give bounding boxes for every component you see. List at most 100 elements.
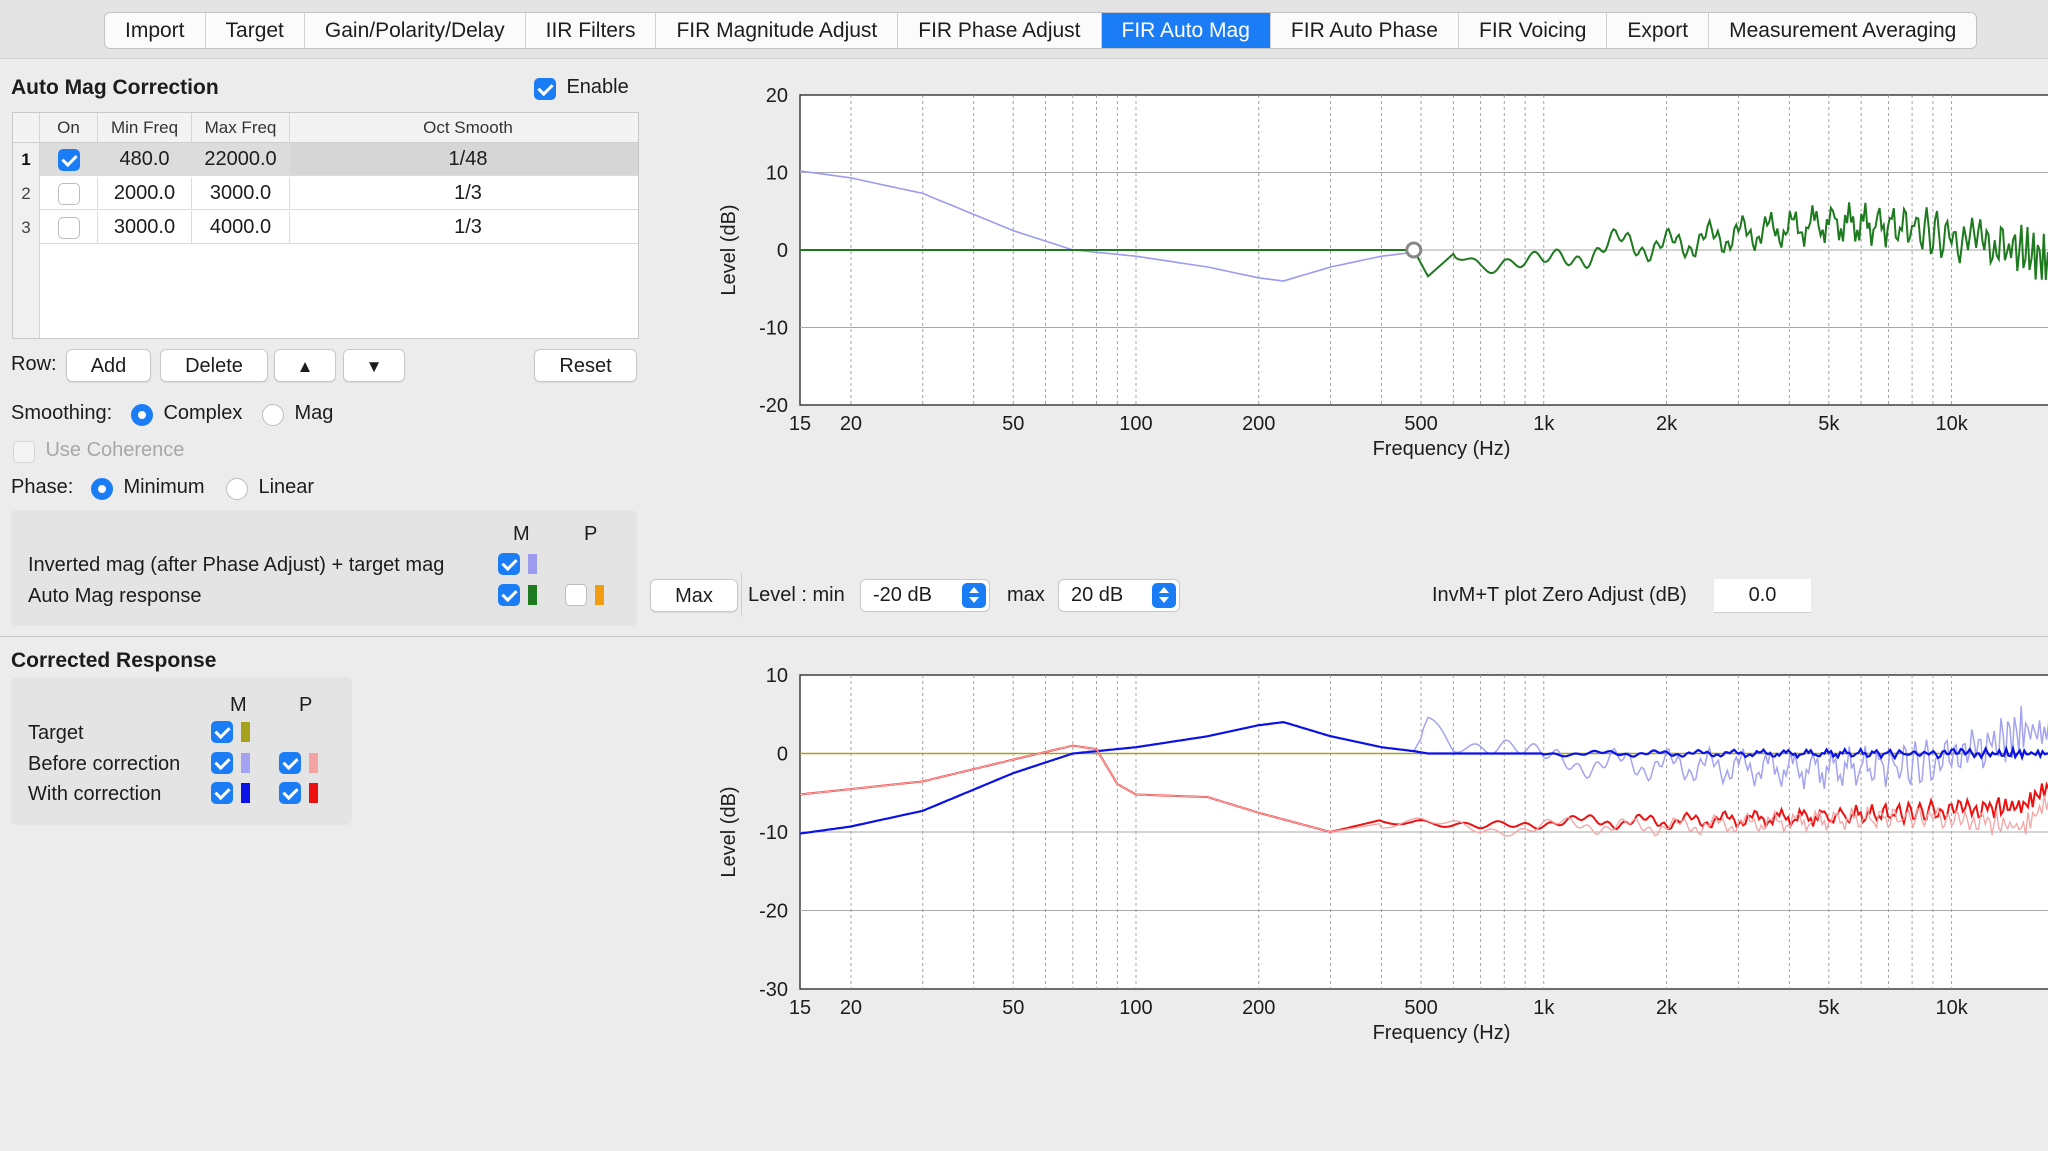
smoothing-mag-option[interactable]: Mag (262, 402, 333, 426)
y-axis-label: Level (dB) (718, 204, 740, 295)
row-number[interactable]: 2 (21, 184, 31, 203)
row-enable-checkbox[interactable] (57, 182, 80, 205)
target-label: Target (28, 722, 84, 744)
inverted-mag-m-checkbox[interactable] (498, 553, 520, 575)
delete-row-button[interactable]: Delete (160, 349, 268, 382)
tab-fir-phase-adjust[interactable]: FIR Phase Adjust (898, 13, 1102, 48)
tab-measurement-averaging[interactable]: Measurement Averaging (1729, 19, 1957, 42)
col-header-max-freq[interactable]: Max Freq (192, 113, 290, 143)
section-separator (0, 636, 2048, 637)
with-m-checkbox[interactable] (211, 782, 233, 804)
row-number[interactable]: 3 (21, 218, 31, 237)
row-on-cell[interactable] (40, 143, 98, 176)
before-correction-m-toggle[interactable] (211, 752, 251, 774)
row-max-freq-cell[interactable]: 4000.0 (192, 211, 290, 244)
legend-auto-mag-m-toggle[interactable] (498, 584, 538, 606)
phase-label: Phase: (11, 476, 74, 498)
tab-fir-auto-phase[interactable]: FIR Auto Phase (1271, 13, 1459, 48)
row-number[interactable]: 1 (21, 150, 31, 169)
before-correction-p-toggle[interactable] (279, 752, 319, 774)
x-tick-label: 1k (1533, 997, 1555, 1019)
row-oct-smooth-cell[interactable]: 1/3 (290, 211, 638, 244)
row-oct-smooth-cell[interactable]: 1/3 (290, 177, 638, 210)
row-max-freq-cell[interactable]: 3000.0 (192, 177, 290, 210)
col-header-min-freq[interactable]: Min Freq (98, 113, 192, 143)
target-m-toggle[interactable] (211, 721, 251, 743)
row-min-freq-cell[interactable]: 480.0 (98, 143, 192, 176)
x-tick-label: 2k (1656, 997, 1678, 1019)
corrected-response-chart[interactable]: 1520501002005001k2k5k10k20k100-10-20-301… (660, 660, 2048, 1151)
col-header-on[interactable]: On (40, 113, 98, 143)
auto-mag-p-checkbox[interactable] (565, 584, 587, 606)
phase-minimum-option[interactable]: Minimum (91, 476, 205, 500)
y-tick-label: -10 (759, 822, 788, 844)
zero-adjust-label: InvM+T plot Zero Adjust (dB) (1432, 584, 1687, 606)
level-max-select[interactable]: 20 dB (1058, 579, 1180, 612)
phase-linear-radio[interactable] (226, 477, 248, 500)
y-tick-label: 20 (766, 85, 788, 107)
row-on-cell[interactable] (40, 211, 98, 244)
legend-auto-mag-p-toggle[interactable] (565, 584, 605, 606)
smoothing-complex-option[interactable]: Complex (131, 402, 242, 426)
move-row-up-button[interactable]: ▲ (274, 349, 336, 382)
tab-fir-auto-mag[interactable]: FIR Auto Mag (1101, 13, 1271, 48)
enable-checkbox[interactable] (534, 77, 556, 100)
row-oct-smooth-cell[interactable]: 1/48 (290, 143, 638, 176)
row-enable-checkbox[interactable] (57, 216, 80, 239)
correction-ranges-table: On Min Freq Max Freq Oct Smooth 1 480.0 22… (12, 112, 639, 339)
tab-target[interactable]: Target (206, 13, 305, 48)
level-max-value: 20 dB (1071, 584, 1124, 606)
y-tick-label: 0 (777, 240, 788, 262)
tab-iir-filters[interactable]: IIR Filters (526, 13, 657, 48)
row-min-freq-cell[interactable]: 3000.0 (98, 211, 192, 244)
level-min-stepper-icon[interactable] (962, 583, 986, 608)
with-correction-p-toggle[interactable] (279, 782, 319, 804)
tab-fir-voicing[interactable]: FIR Voicing (1459, 13, 1608, 48)
with-correction-m-toggle[interactable] (211, 782, 251, 804)
row-on-cell[interactable] (40, 177, 98, 210)
phase-minimum-radio[interactable] (91, 477, 113, 500)
before-p-swatch (309, 753, 319, 773)
use-coherence-option: Use Coherence (13, 439, 184, 463)
row-min-freq-cell[interactable]: 2000.0 (98, 177, 192, 210)
before-p-checkbox[interactable] (279, 752, 301, 774)
y-tick-label: 0 (777, 744, 788, 766)
smoothing-mag-radio[interactable] (262, 403, 284, 426)
level-min-select[interactable]: -20 dB (860, 579, 990, 612)
tab-fir-magnitude-adjust[interactable]: FIR Magnitude Adjust (656, 13, 899, 48)
y-tick-label: 10 (766, 665, 788, 687)
legend-inverted-mag-label: Inverted mag (after Phase Adjust) + targ… (28, 554, 445, 576)
auto-mag-chart[interactable]: 1520501002005001k2k5k10k20k20100-10-2018… (660, 80, 2048, 560)
phase-linear-option[interactable]: Linear (226, 476, 314, 500)
corner-header (13, 113, 40, 143)
move-row-down-button[interactable]: ▼ (343, 349, 405, 382)
row-max-freq-cell[interactable]: 22000.0 (192, 143, 290, 176)
level-max-stepper-icon[interactable] (1152, 583, 1176, 608)
with-p-checkbox[interactable] (279, 782, 301, 804)
phase-minimum-label: Minimum (123, 476, 205, 498)
x-tick-label: 500 (1404, 413, 1437, 435)
col-header-oct-smooth[interactable]: Oct Smooth (290, 113, 638, 143)
tab-export[interactable]: Export (1607, 13, 1710, 48)
y-tick-label: 10 (766, 163, 788, 185)
reset-button[interactable]: Reset (534, 349, 637, 382)
legend-inverted-mag-m-toggle[interactable] (498, 553, 538, 575)
x-tick-label: 2k (1656, 413, 1678, 435)
enable-checkbox-group[interactable]: Enable (534, 76, 629, 100)
x-tick-label: 20 (840, 413, 862, 435)
smoothing-complex-radio[interactable] (131, 403, 153, 426)
corrected-m-header: M (230, 694, 247, 716)
y-tick-label: -10 (759, 318, 788, 340)
row-header-column (13, 113, 40, 338)
target-m-checkbox[interactable] (211, 721, 233, 743)
zero-adjust-input[interactable]: 0.0 (1714, 579, 1811, 613)
max-button[interactable]: Max (650, 579, 738, 612)
tab-gain-polarity-delay[interactable]: Gain/Polarity/Delay (305, 13, 526, 48)
row-enable-checkbox[interactable] (57, 148, 80, 171)
auto-mag-m-checkbox[interactable] (498, 584, 520, 606)
add-row-button[interactable]: Add (66, 349, 151, 382)
before-m-checkbox[interactable] (211, 752, 233, 774)
grid (800, 95, 2048, 405)
tab-import[interactable]: Import (105, 13, 206, 48)
range-start-marker[interactable] (1405, 241, 1423, 259)
